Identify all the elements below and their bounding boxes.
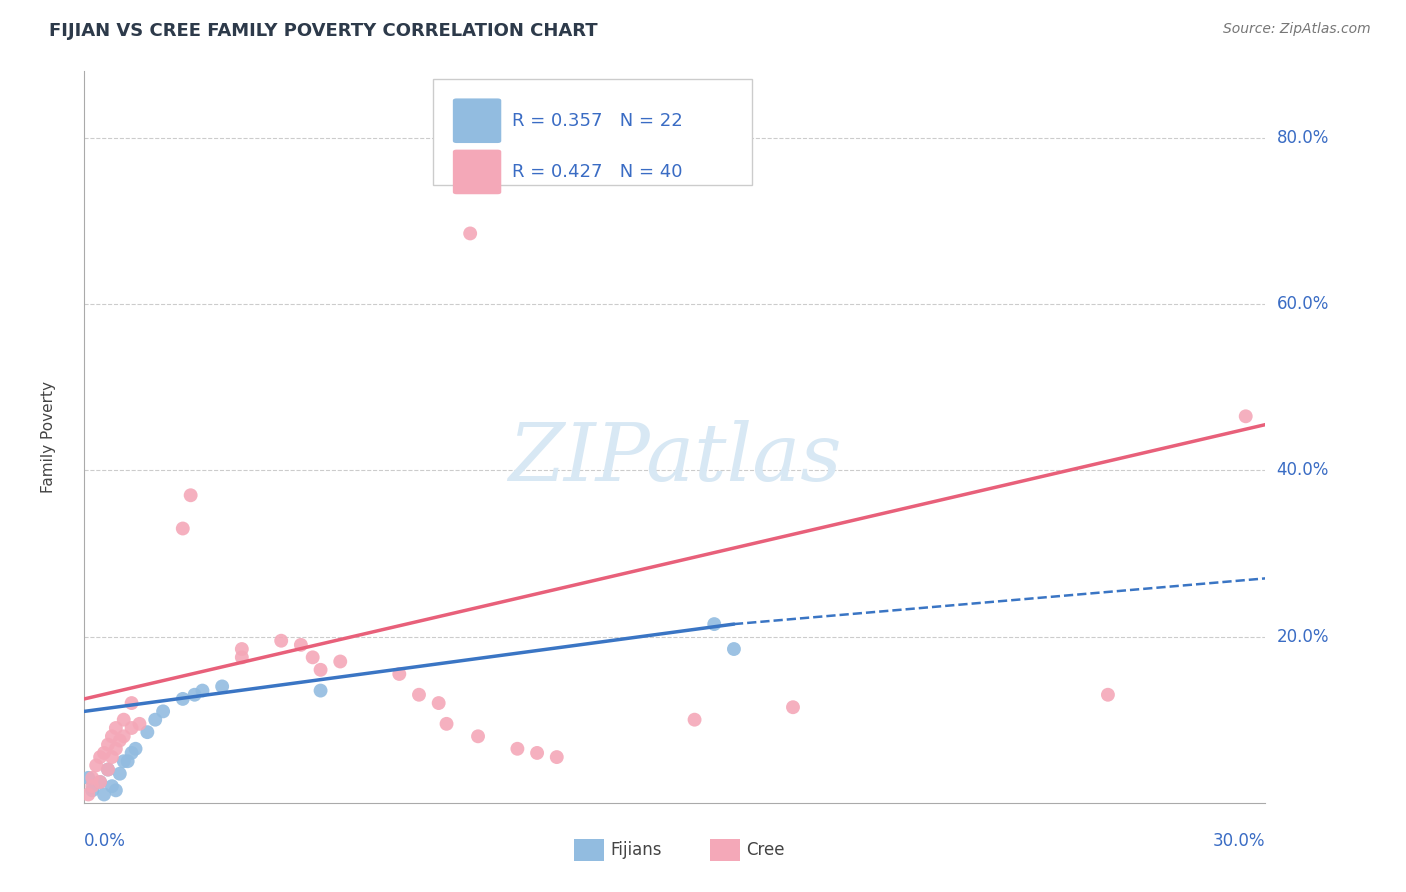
Point bbox=[172, 521, 194, 535]
Text: 20.0%: 20.0% bbox=[1277, 628, 1329, 646]
Text: R = 0.427   N = 40: R = 0.427 N = 40 bbox=[512, 163, 682, 181]
FancyBboxPatch shape bbox=[453, 150, 502, 194]
Text: 0.0%: 0.0% bbox=[84, 832, 127, 850]
Text: Cree: Cree bbox=[745, 841, 785, 859]
Point bbox=[180, 488, 202, 502]
Point bbox=[121, 746, 143, 760]
Point bbox=[231, 642, 253, 657]
Point bbox=[77, 788, 100, 802]
Point bbox=[526, 746, 548, 760]
Point bbox=[121, 696, 143, 710]
Point bbox=[108, 766, 131, 780]
Point bbox=[108, 733, 131, 747]
Point bbox=[782, 700, 804, 714]
Point bbox=[101, 729, 124, 743]
Point bbox=[290, 638, 312, 652]
Point bbox=[408, 688, 430, 702]
Point bbox=[723, 642, 745, 657]
Point bbox=[458, 227, 481, 241]
Point bbox=[117, 754, 139, 768]
Point bbox=[77, 771, 100, 785]
Point bbox=[1234, 409, 1257, 424]
Text: Family Poverty: Family Poverty bbox=[41, 381, 56, 493]
Text: R = 0.357   N = 22: R = 0.357 N = 22 bbox=[512, 112, 683, 129]
Text: FIJIAN VS CREE FAMILY POVERTY CORRELATION CHART: FIJIAN VS CREE FAMILY POVERTY CORRELATIO… bbox=[49, 22, 598, 40]
FancyBboxPatch shape bbox=[433, 78, 752, 185]
Point bbox=[112, 729, 135, 743]
Point bbox=[309, 683, 332, 698]
Point bbox=[270, 633, 292, 648]
Point bbox=[506, 741, 529, 756]
FancyBboxPatch shape bbox=[453, 98, 502, 143]
Point bbox=[467, 729, 489, 743]
Point bbox=[82, 779, 104, 793]
Point bbox=[172, 692, 194, 706]
Point bbox=[84, 758, 107, 772]
Point bbox=[683, 713, 706, 727]
FancyBboxPatch shape bbox=[710, 839, 740, 862]
Point bbox=[104, 721, 127, 735]
Point bbox=[703, 617, 725, 632]
Point bbox=[82, 771, 104, 785]
Point bbox=[191, 683, 214, 698]
Point bbox=[309, 663, 332, 677]
Text: 80.0%: 80.0% bbox=[1277, 128, 1329, 147]
Text: Fijians: Fijians bbox=[610, 841, 661, 859]
Text: 60.0%: 60.0% bbox=[1277, 295, 1329, 313]
Point bbox=[301, 650, 323, 665]
Point bbox=[329, 655, 352, 669]
Point bbox=[89, 750, 111, 764]
Point bbox=[101, 779, 124, 793]
Point bbox=[97, 763, 120, 777]
Point bbox=[436, 716, 458, 731]
Text: Source: ZipAtlas.com: Source: ZipAtlas.com bbox=[1223, 22, 1371, 37]
Point bbox=[546, 750, 568, 764]
Point bbox=[112, 754, 135, 768]
Point bbox=[97, 763, 120, 777]
Point bbox=[82, 783, 104, 797]
Text: 30.0%: 30.0% bbox=[1213, 832, 1265, 850]
Point bbox=[231, 650, 253, 665]
Point bbox=[152, 705, 174, 719]
Point bbox=[211, 680, 233, 694]
Point bbox=[97, 738, 120, 752]
Point bbox=[112, 713, 135, 727]
Point bbox=[427, 696, 450, 710]
Point bbox=[89, 775, 111, 789]
Point bbox=[128, 716, 150, 731]
Point bbox=[121, 721, 143, 735]
Point bbox=[93, 746, 115, 760]
Point bbox=[104, 783, 127, 797]
Point bbox=[388, 667, 411, 681]
Point bbox=[124, 741, 146, 756]
Point bbox=[89, 775, 111, 789]
Point bbox=[136, 725, 159, 739]
FancyBboxPatch shape bbox=[575, 839, 605, 862]
Point bbox=[104, 741, 127, 756]
Point bbox=[183, 688, 205, 702]
Text: 40.0%: 40.0% bbox=[1277, 461, 1329, 479]
Point bbox=[101, 750, 124, 764]
Point bbox=[93, 788, 115, 802]
Point bbox=[1097, 688, 1119, 702]
Text: ZIPatlas: ZIPatlas bbox=[508, 420, 842, 498]
Point bbox=[143, 713, 166, 727]
